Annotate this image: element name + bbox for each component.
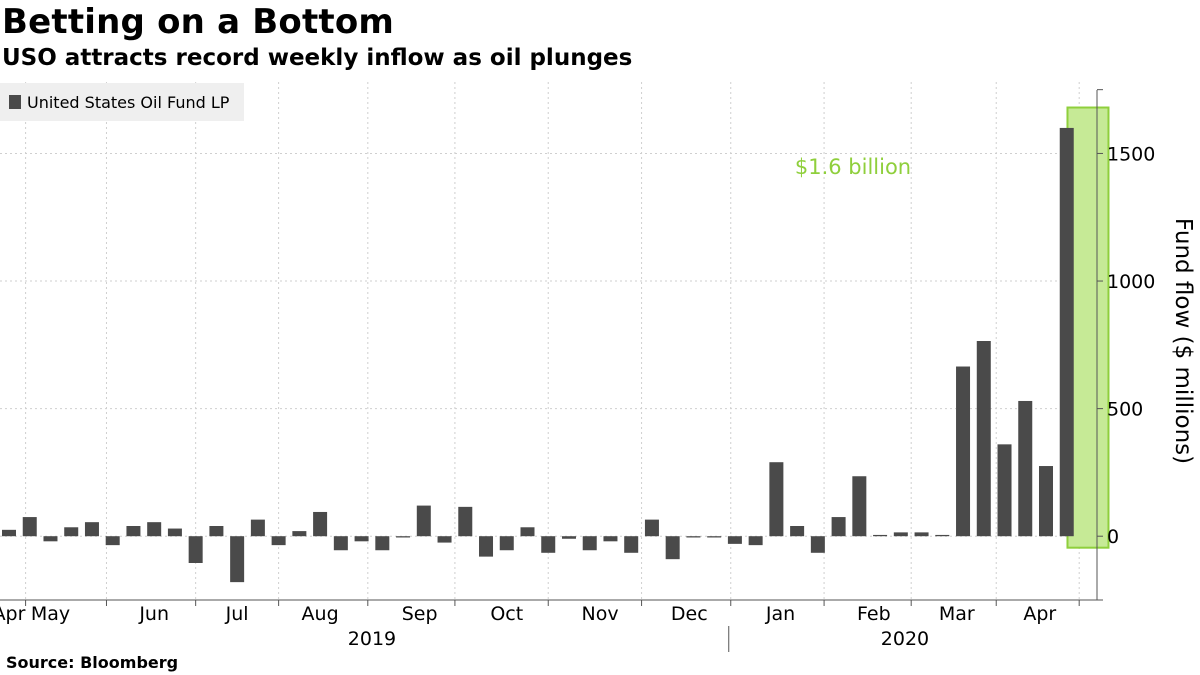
bar (707, 536, 722, 538)
y-tick-label: 1500 (1107, 143, 1155, 165)
x-tick-label: Mar (939, 603, 975, 625)
annotation-label: $1.6 billion (795, 155, 911, 179)
bar (313, 511, 328, 537)
bar (665, 536, 680, 560)
bar (831, 517, 846, 537)
legend-label: United States Oil Fund LP (27, 93, 230, 112)
year-label: 2019 (348, 628, 396, 650)
bar (873, 534, 888, 537)
bar (644, 519, 659, 537)
bar (956, 366, 971, 537)
bar (603, 536, 618, 542)
legend-swatch (9, 95, 21, 109)
x-tick-label: Dec (671, 603, 708, 625)
bar (188, 536, 203, 563)
x-tick-label: Sep (402, 603, 438, 625)
bar (209, 526, 224, 537)
bar (458, 506, 473, 537)
bar (64, 527, 79, 537)
x-tick-label: Feb (857, 603, 891, 625)
bar (271, 536, 286, 546)
bar (333, 536, 348, 551)
x-tick-label: Aug (302, 603, 339, 625)
bar (686, 536, 701, 538)
y-tick-label: 1000 (1107, 271, 1155, 293)
bar (1039, 466, 1053, 537)
bar (561, 536, 576, 539)
x-tick-label: Jan (765, 603, 795, 625)
bar (375, 536, 390, 551)
bar (499, 536, 514, 551)
bar (147, 522, 162, 537)
bar (43, 536, 58, 542)
bar (935, 534, 950, 537)
bar (105, 536, 120, 546)
bar (748, 536, 763, 546)
bar (22, 517, 37, 537)
source-note: Source: Bloomberg (6, 653, 179, 672)
bar (769, 462, 784, 537)
bar (167, 528, 182, 537)
x-tick-label: Jul (225, 603, 249, 625)
bar (84, 522, 99, 537)
bar (893, 532, 908, 537)
x-tick-label: Apr (0, 603, 26, 625)
bar (1059, 127, 1074, 537)
x-tick-label: Jun (138, 603, 169, 625)
bar (976, 341, 991, 537)
bar (437, 536, 452, 543)
bar (396, 536, 411, 538)
bar (126, 526, 141, 537)
y-tick-label: 500 (1107, 399, 1143, 421)
bar (354, 536, 369, 542)
bar (790, 526, 805, 537)
bar (479, 536, 494, 557)
year-label: 2020 (881, 628, 929, 650)
bar (624, 536, 639, 553)
bar (997, 444, 1012, 537)
legend-box (0, 83, 244, 121)
x-tick-label: Apr (1023, 603, 1056, 625)
highlight-box (1066, 106, 1110, 549)
chart-title: Betting on a Bottom (2, 2, 395, 42)
y-axis-label: Fund flow ($ millions) (1170, 218, 1196, 464)
x-tick-label: Nov (582, 603, 619, 625)
bar (416, 505, 431, 537)
bar (914, 532, 929, 537)
bar (810, 536, 825, 553)
bar (2, 529, 16, 537)
bar (520, 527, 535, 537)
bar (727, 536, 742, 544)
chart-subtitle: USO attracts record weekly inflow as oil… (2, 45, 633, 71)
bar (1018, 400, 1033, 537)
bar (230, 536, 245, 583)
bar (292, 531, 307, 537)
x-tick-label: May (31, 603, 70, 625)
bar (250, 519, 265, 537)
bar (541, 536, 556, 553)
y-tick-label: 0 (1107, 526, 1119, 548)
x-tick-label: Oct (490, 603, 523, 625)
bar (852, 476, 867, 537)
bar (582, 536, 597, 551)
